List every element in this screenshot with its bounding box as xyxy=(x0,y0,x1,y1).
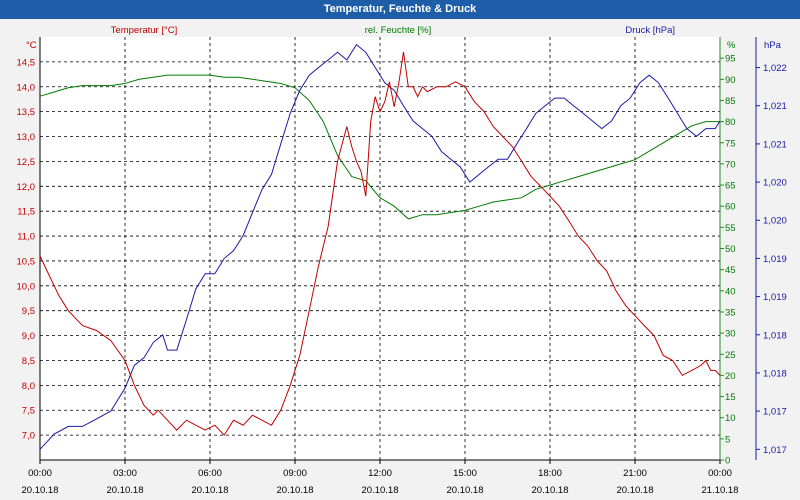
humidity-tick-label: 80 xyxy=(725,117,736,128)
temperature-tick-label: 14,5 xyxy=(17,57,36,68)
pressure-axis-label: Druck [hPa] xyxy=(625,25,675,36)
temperature-tick-label: 10,0 xyxy=(17,281,36,292)
time-tick-label: 09:00 xyxy=(283,468,307,479)
temperature-tick-label: 10,5 xyxy=(17,256,36,267)
grid xyxy=(40,37,720,460)
pressure-tick-label: 1,021 xyxy=(763,139,787,150)
humidity-tick-label: 30 xyxy=(725,329,736,340)
temperature-unit-label: °C xyxy=(26,40,37,51)
date-tick-label: 21.10.18 xyxy=(702,485,739,496)
humidity-tick-label: 95 xyxy=(725,54,736,65)
humidity-tick-label: 10 xyxy=(725,413,736,424)
humidity-tick-label: 90 xyxy=(725,75,736,86)
humidity-tick-label: 20 xyxy=(725,371,736,382)
pressure-tick-label: 1,018 xyxy=(763,330,787,341)
pressure-series-line xyxy=(39,43,721,450)
pressure-tick-label: 1,017 xyxy=(763,445,787,456)
humidity-series-line xyxy=(39,74,720,220)
pressure-tick-label: 1,021 xyxy=(763,101,787,112)
pressure-tick-label: 1,020 xyxy=(763,216,787,227)
pressure-ticks: 1,022 1,021 1,021 1,020 1,020 1,019 1,019 1,018… xyxy=(756,63,787,456)
date-tick-label: 20.10.18 xyxy=(22,485,59,496)
humidity-tick-label: 35 xyxy=(725,307,736,318)
humidity-tick-label: 40 xyxy=(725,286,736,297)
time-tick-label: 00:00 xyxy=(28,468,52,479)
temperature-tick-label: 12,5 xyxy=(17,157,36,168)
date-tick-label: 20.10.18 xyxy=(362,485,399,496)
humidity-tick-label: 60 xyxy=(725,202,736,213)
humidity-tick-label: 15 xyxy=(725,392,736,403)
humidity-tick-label: 45 xyxy=(725,265,736,276)
temperature-tick-label: 14,0 xyxy=(17,82,36,93)
humidity-tick-label: 85 xyxy=(725,96,736,107)
temperature-ticks: 14,5 14,0 13,5 13,0 12,5 12,0 11,5 11,0 10,5 10,0… xyxy=(17,57,36,441)
temperature-tick-label: 9,0 xyxy=(22,331,35,342)
humidity-tick-label: 65 xyxy=(725,181,736,192)
temperature-tick-label: 13,0 xyxy=(17,132,36,143)
temperature-tick-label: 8,0 xyxy=(22,381,35,392)
temperature-tick-label: 8,5 xyxy=(22,356,35,367)
date-tick-label: 20.10.18 xyxy=(617,485,654,496)
humidity-tick-label: 70 xyxy=(725,159,736,170)
pressure-tick-label: 1,022 xyxy=(763,63,787,74)
time-tick-label: 06:00 xyxy=(198,468,222,479)
humidity-tick-label: 25 xyxy=(725,350,736,361)
time-tick-label: 00:00 xyxy=(708,468,732,479)
temperature-tick-label: 7,5 xyxy=(22,406,35,417)
time-tick-label: 18:00 xyxy=(538,468,562,479)
temperature-tick-label: 11,0 xyxy=(17,232,35,243)
pressure-tick-label: 1,020 xyxy=(763,178,787,189)
humidity-tick-label: 50 xyxy=(725,244,736,255)
time-tick-label: 21:00 xyxy=(623,468,647,479)
pressure-tick-label: 1,019 xyxy=(763,254,787,265)
date-tick-label: 20.10.18 xyxy=(192,485,229,496)
time-ticks: 00:00 20.10.18 03:00 20.10.18 06:00 20.10.18 0… xyxy=(22,460,739,496)
humidity-unit-label: % xyxy=(727,40,736,51)
pressure-unit-label: hPa xyxy=(764,40,782,51)
temperature-series-line xyxy=(39,51,721,436)
time-tick-label: 12:00 xyxy=(368,468,392,479)
pressure-tick-label: 1,019 xyxy=(763,292,787,303)
temperature-tick-label: 7,0 xyxy=(22,431,35,442)
window-title: Temperatur, Feuchte & Druck xyxy=(0,0,800,19)
temperature-tick-label: 9,5 xyxy=(22,306,35,317)
humidity-tick-label: 55 xyxy=(725,223,736,234)
pressure-tick-label: 1,018 xyxy=(763,368,787,379)
temperature-tick-label: 12,0 xyxy=(17,182,36,193)
time-tick-label: 15:00 xyxy=(453,468,477,479)
temperature-tick-label: 13,5 xyxy=(17,107,36,118)
temperature-tick-label: 11,5 xyxy=(17,207,35,218)
pressure-tick-label: 1,017 xyxy=(763,407,787,418)
humidity-tick-label: 5 xyxy=(725,434,730,445)
temperature-axis-label: Temperatur [°C] xyxy=(111,25,178,36)
humidity-axis-label: rel. Feuchte [%] xyxy=(365,25,432,36)
date-tick-label: 20.10.18 xyxy=(107,485,144,496)
date-tick-label: 20.10.18 xyxy=(447,485,484,496)
date-tick-label: 20.10.18 xyxy=(532,485,569,496)
date-tick-label: 20.10.18 xyxy=(277,485,314,496)
humidity-tick-label: 0 xyxy=(725,456,730,467)
humidity-tick-label: 75 xyxy=(725,138,736,149)
time-tick-label: 03:00 xyxy=(113,468,137,479)
